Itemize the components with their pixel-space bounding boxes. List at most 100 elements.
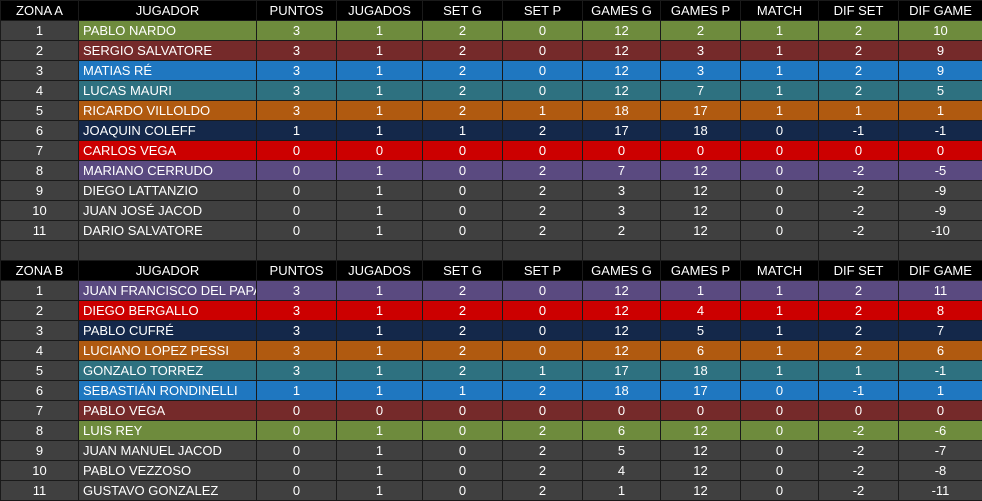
cell-jugador: PABLO CUFRÉ <box>79 321 257 341</box>
cell-dif-game: -9 <box>899 181 982 201</box>
cell-dif-set: 0 <box>819 141 899 161</box>
cell-games-p: 6 <box>661 341 741 361</box>
cell-games-g: 18 <box>583 101 661 121</box>
zona-a-header-dif-set: DIF SET <box>819 1 899 21</box>
cell-match: 0 <box>741 221 819 241</box>
cell-jugador: JUAN MANUEL JACOD <box>79 441 257 461</box>
cell-games-g: 17 <box>583 361 661 381</box>
cell-jugador: MATIAS RÉ <box>79 61 257 81</box>
cell-dif-game: 1 <box>899 101 982 121</box>
cell-set-g: 1 <box>423 121 503 141</box>
cell-jugador: GUSTAVO GONZALEZ <box>79 481 257 501</box>
cell-pos: 1 <box>1 21 79 41</box>
cell-dif-set: -1 <box>819 121 899 141</box>
cell-games-p: 0 <box>661 401 741 421</box>
cell-match: 1 <box>741 281 819 301</box>
cell-dif-game: -1 <box>899 121 982 141</box>
cell-jugados: 1 <box>337 121 423 141</box>
cell-pos: 4 <box>1 81 79 101</box>
cell-dif-game: 0 <box>899 401 982 421</box>
empty-cell <box>741 241 819 261</box>
cell-match: 1 <box>741 341 819 361</box>
cell-match: 0 <box>741 141 819 161</box>
cell-set-p: 1 <box>503 361 583 381</box>
cell-jugador: MARIANO CERRUDO <box>79 161 257 181</box>
cell-jugados: 1 <box>337 41 423 61</box>
empty-cell <box>79 241 257 261</box>
cell-set-p: 2 <box>503 481 583 501</box>
cell-match: 0 <box>741 401 819 421</box>
cell-jugados: 1 <box>337 321 423 341</box>
cell-pos: 10 <box>1 201 79 221</box>
cell-games-g: 3 <box>583 201 661 221</box>
cell-games-p: 18 <box>661 121 741 141</box>
cell-set-p: 2 <box>503 421 583 441</box>
cell-dif-game: -5 <box>899 161 982 181</box>
cell-jugados: 0 <box>337 141 423 161</box>
cell-games-p: 4 <box>661 301 741 321</box>
cell-games-p: 0 <box>661 141 741 161</box>
cell-dif-game: 1 <box>899 381 982 401</box>
cell-games-p: 5 <box>661 321 741 341</box>
cell-set-p: 0 <box>503 41 583 61</box>
cell-dif-game: 9 <box>899 61 982 81</box>
cell-set-p: 2 <box>503 161 583 181</box>
cell-pos: 6 <box>1 381 79 401</box>
cell-puntos: 0 <box>257 441 337 461</box>
zona-b-header-jugador: JUGADOR <box>79 261 257 281</box>
zona-a-header-set-g: SET G <box>423 1 503 21</box>
cell-match: 1 <box>741 301 819 321</box>
cell-dif-game: 7 <box>899 321 982 341</box>
cell-set-p: 0 <box>503 141 583 161</box>
cell-games-g: 7 <box>583 161 661 181</box>
empty-cell <box>899 241 982 261</box>
cell-puntos: 3 <box>257 21 337 41</box>
cell-match: 1 <box>741 81 819 101</box>
cell-dif-game: -6 <box>899 421 982 441</box>
cell-games-p: 12 <box>661 221 741 241</box>
cell-jugador: CARLOS VEGA <box>79 141 257 161</box>
cell-pos: 8 <box>1 161 79 181</box>
zone-separator-row <box>1 241 982 261</box>
cell-match: 1 <box>741 321 819 341</box>
cell-set-p: 2 <box>503 381 583 401</box>
cell-puntos: 3 <box>257 361 337 381</box>
zona-b-header-set-p: SET P <box>503 261 583 281</box>
cell-puntos: 1 <box>257 121 337 141</box>
cell-jugador: PABLO VEGA <box>79 401 257 421</box>
cell-games-p: 17 <box>661 381 741 401</box>
cell-pos: 4 <box>1 341 79 361</box>
cell-puntos: 0 <box>257 461 337 481</box>
cell-jugador: JUAN FRANCISCO DEL PAPA <box>79 281 257 301</box>
cell-set-g: 2 <box>423 81 503 101</box>
empty-cell <box>503 241 583 261</box>
cell-set-g: 2 <box>423 361 503 381</box>
zona-b-header-match: MATCH <box>741 261 819 281</box>
cell-jugados: 1 <box>337 221 423 241</box>
cell-dif-set: 1 <box>819 101 899 121</box>
cell-games-g: 12 <box>583 281 661 301</box>
cell-set-g: 1 <box>423 381 503 401</box>
cell-set-g: 0 <box>423 461 503 481</box>
cell-set-p: 0 <box>503 21 583 41</box>
cell-dif-set: 2 <box>819 61 899 81</box>
cell-games-p: 12 <box>661 181 741 201</box>
cell-games-g: 12 <box>583 21 661 41</box>
cell-pos: 6 <box>1 121 79 141</box>
cell-set-p: 0 <box>503 281 583 301</box>
cell-dif-game: -10 <box>899 221 982 241</box>
zona-b-header-games-g: GAMES G <box>583 261 661 281</box>
cell-games-p: 12 <box>661 441 741 461</box>
cell-games-g: 17 <box>583 121 661 141</box>
cell-dif-game: 8 <box>899 301 982 321</box>
